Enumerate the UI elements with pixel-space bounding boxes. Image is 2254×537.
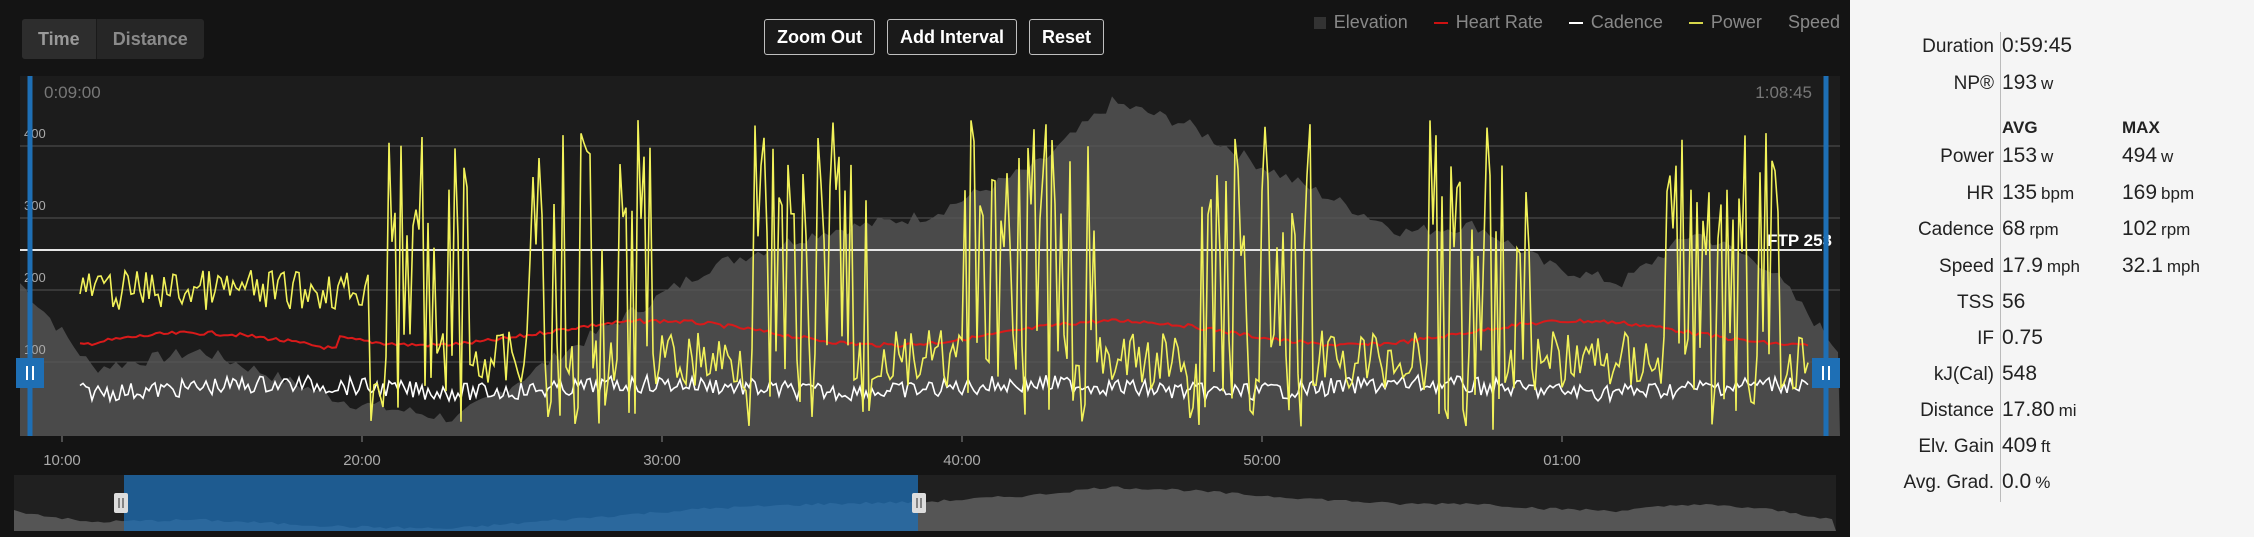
ftp-label: FTP 253 <box>1767 231 1832 250</box>
y-tick-label: 200 <box>24 270 46 285</box>
y-tick-label: 100 <box>24 342 46 357</box>
tab-time[interactable]: Time <box>22 19 96 59</box>
x-axis-mode-toggle: Time Distance <box>22 19 204 59</box>
left-selection-handle[interactable] <box>16 358 44 388</box>
overview-right-handle[interactable] <box>912 493 926 513</box>
x-tick-label: 40:00 <box>943 452 981 469</box>
legend-cadence[interactable]: Cadence <box>1568 12 1663 33</box>
elevation-swatch-icon <box>1313 16 1326 29</box>
y-tick-label: 300 <box>24 198 46 213</box>
stat-avg-grad: Avg. Grad. 0.0% <box>1903 470 2051 493</box>
stat-power: Power 153 w 494 w <box>1940 144 2174 167</box>
stat-kj: kJ(Cal) 548 <box>1933 362 2038 385</box>
x-tick-label: 10:00 <box>43 452 81 469</box>
stat-speed: Speed 17.9 mph 32.1 mph <box>1939 254 2200 277</box>
add-interval-button[interactable]: Add Interval <box>886 19 1018 55</box>
stats-divider <box>2000 32 2001 502</box>
elevation-area <box>20 96 1840 437</box>
range-end-label: 1:08:45 <box>1755 83 1812 102</box>
zoom-out-button[interactable]: Zoom Out <box>764 19 875 55</box>
cadence-line-icon <box>1568 21 1583 24</box>
y-tick-label: 400 <box>24 126 46 141</box>
legend-heart-rate[interactable]: Heart Rate <box>1433 12 1543 33</box>
right-selection-handle[interactable] <box>1812 358 1840 388</box>
legend-power[interactable]: Power <box>1688 12 1762 33</box>
stat-cadence: Cadence 68 rpm 102 rpm <box>1917 217 2191 240</box>
avg-header: AVG <box>2002 118 2038 137</box>
overview-selection <box>124 475 918 531</box>
heart-rate-line-icon <box>1433 21 1448 24</box>
chart-toolbar: Zoom Out Add Interval Reset <box>764 19 1105 55</box>
power-line <box>79 120 1809 430</box>
reset-button[interactable]: Reset <box>1029 19 1105 55</box>
range-start-label: 0:09:00 <box>44 83 101 102</box>
chart-panel: 400 300 200 100 FTP 253 0:09:00 1:08:45 10:00 20… <box>0 0 1850 537</box>
x-tick-label: 20:00 <box>343 452 381 469</box>
heart-rate-line <box>79 318 1809 351</box>
max-header: MAX <box>2122 118 2160 137</box>
x-tick-label: 01:00 <box>1543 452 1581 469</box>
legend-elevation[interactable]: Elevation <box>1313 12 1408 33</box>
overview-left-handle[interactable] <box>114 493 128 513</box>
activity-chart[interactable]: 400 300 200 100 FTP 253 0:09:00 1:08:45 10:00 20… <box>0 0 1850 537</box>
stat-np: NP® 193 w <box>1953 71 2054 94</box>
chart-legend: Elevation Heart Rate Cadence Power Speed <box>1313 12 1840 33</box>
stat-if: IF 0.75 <box>1977 326 2043 349</box>
stat-elv-gain: Elv. Gain 409 ft <box>1918 434 2051 457</box>
stat-tss: TSS 56 <box>1957 290 2026 313</box>
x-tick-label: 30:00 <box>643 452 681 469</box>
stat-hr: HR 135 bpm 169 bpm <box>1966 181 2195 204</box>
stat-duration: Duration 0:59:45 <box>1922 34 2073 57</box>
legend-speed[interactable]: Speed <box>1787 12 1840 32</box>
stat-distance: Distance 17.80 mi <box>1920 398 2077 421</box>
x-tick-label: 50:00 <box>1243 452 1281 469</box>
cadence-line <box>79 372 1809 404</box>
power-line-icon <box>1688 21 1703 24</box>
tab-distance[interactable]: Distance <box>95 19 204 59</box>
stats-panel: AVG MAX Duration 0:59:45 NP® 193 w Power … <box>1850 0 2254 537</box>
